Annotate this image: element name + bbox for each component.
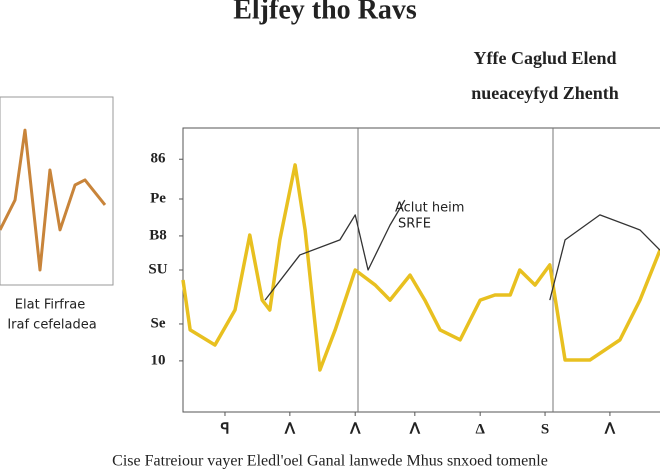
inset-label: Elat Firfrae [15, 298, 85, 313]
subtitle: nueaceyfyd Zhenth [471, 83, 619, 103]
x-tick-label: ᐱ [349, 421, 361, 437]
caption: Cise Fatreiour vayer Eledl'oel Ganal lan… [112, 453, 548, 470]
y-tick-label: B8 [149, 227, 167, 243]
x-tick-label: ᐱ [284, 421, 296, 437]
y-tick-label: 10 [151, 352, 166, 368]
x-tick-label: ꟼ [220, 421, 229, 437]
series-line [264, 199, 660, 301]
annotation: SRFE [398, 217, 431, 232]
x-tick-label: S [541, 421, 549, 437]
plot-frame [182, 127, 660, 413]
x-tick-label: Δ [475, 421, 485, 437]
y-tick-label: Pe [150, 190, 166, 206]
series-line [181, 163, 660, 372]
inset-frame [0, 96, 114, 286]
x-tick-label: ᐱ [409, 421, 421, 437]
chart-title: Eljfey tho Ravs [233, 0, 417, 25]
annotation: Aclut heim [395, 201, 464, 216]
y-tick-label: SU [148, 261, 167, 277]
x-tick-label: ᐱ [604, 421, 616, 437]
inset-label: Iraf cefeladea [7, 318, 96, 333]
y-tick-label: Se [151, 315, 166, 331]
y-tick-label: 86 [151, 151, 167, 167]
subtitle: Yffe Caglud Elend [473, 48, 616, 68]
series-line [0, 128, 107, 272]
